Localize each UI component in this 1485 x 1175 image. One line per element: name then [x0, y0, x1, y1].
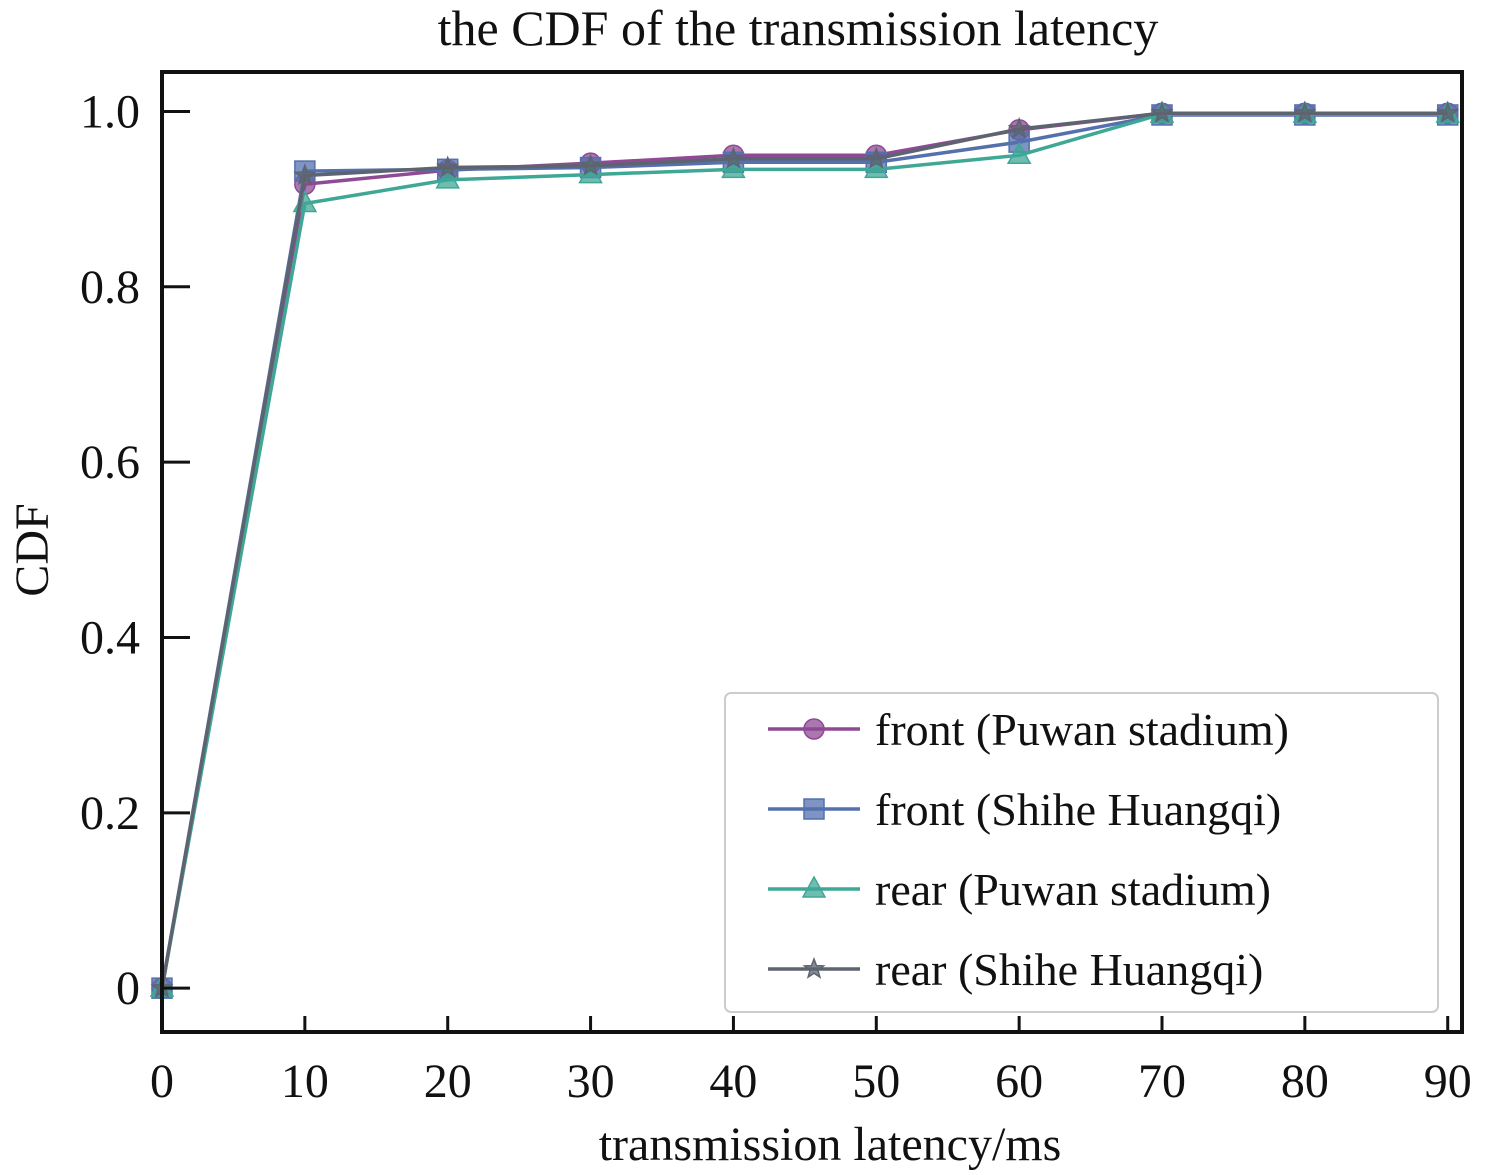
- data-point: [293, 163, 317, 186]
- x-tick-label: 60: [995, 1055, 1043, 1108]
- data-point: [864, 146, 888, 169]
- legend: front (Puwan stadium) front (Shihe Huangq…: [724, 692, 1439, 1013]
- legend-marker: [801, 875, 827, 898]
- y-tick-label: 0: [116, 962, 140, 1015]
- legend-box: [724, 692, 1439, 1013]
- x-tick-label: 90: [1424, 1055, 1472, 1108]
- y-tick-label: 0.8: [80, 261, 140, 314]
- y-tick-label: 1.0: [80, 85, 140, 138]
- x-tick-label: 40: [709, 1055, 757, 1108]
- legend-label: rear (Puwan stadium): [875, 864, 1271, 915]
- legend-entry: front (Shihe Huangqi): [768, 784, 1281, 835]
- data-point: [721, 146, 745, 169]
- x-tick-label: 50: [852, 1055, 900, 1108]
- data-point: [1150, 101, 1174, 124]
- x-tick-label: 20: [424, 1055, 472, 1108]
- chart-title: the CDF of the transmission latency: [438, 0, 1159, 56]
- legend-label: front (Shihe Huangqi): [875, 784, 1281, 835]
- legend-label: rear (Shihe Huangqi): [875, 944, 1263, 995]
- ticks-layer: 0 10 20 30 40 50 60 70 80 90 0 0.2 0.4 0.6 0.8 1.0: [80, 85, 1472, 1108]
- data-point: [436, 155, 460, 178]
- legend-entries: front (Puwan stadium) front (Shihe Huangq…: [768, 704, 1289, 995]
- data-point: [1006, 141, 1032, 165]
- y-tick-label: 0.6: [80, 436, 140, 489]
- x-tick-label: 30: [567, 1055, 615, 1108]
- data-point: [435, 166, 460, 189]
- legend-entry: rear (Puwan stadium): [768, 864, 1271, 915]
- plot-frame: [160, 70, 1464, 1034]
- series-line: [160, 111, 1448, 989]
- x-tick-label: 80: [1281, 1055, 1329, 1108]
- data-point: [1293, 101, 1317, 124]
- series-layer: [149, 100, 1460, 999]
- legend-entry: front (Puwan stadium): [768, 704, 1289, 755]
- y-tick-label: 0.2: [80, 787, 140, 840]
- y-tick-label: 0.4: [80, 611, 140, 664]
- legend-entry: rear (Shihe Huangqi): [768, 944, 1263, 995]
- data-point: [1007, 116, 1031, 139]
- y-axis-label: CDF: [6, 503, 59, 596]
- data-point: [1436, 101, 1460, 124]
- legend-marker: [803, 718, 825, 740]
- legend-label: front (Puwan stadium): [875, 704, 1289, 755]
- x-axis-label: transmission latency/ms: [599, 1118, 1062, 1171]
- legend-marker: [802, 956, 826, 979]
- x-tick-label: 0: [150, 1055, 174, 1108]
- x-tick-label: 70: [1138, 1055, 1186, 1108]
- legend-marker: [803, 798, 825, 820]
- x-tick-label: 10: [281, 1055, 329, 1108]
- data-point: [579, 153, 603, 176]
